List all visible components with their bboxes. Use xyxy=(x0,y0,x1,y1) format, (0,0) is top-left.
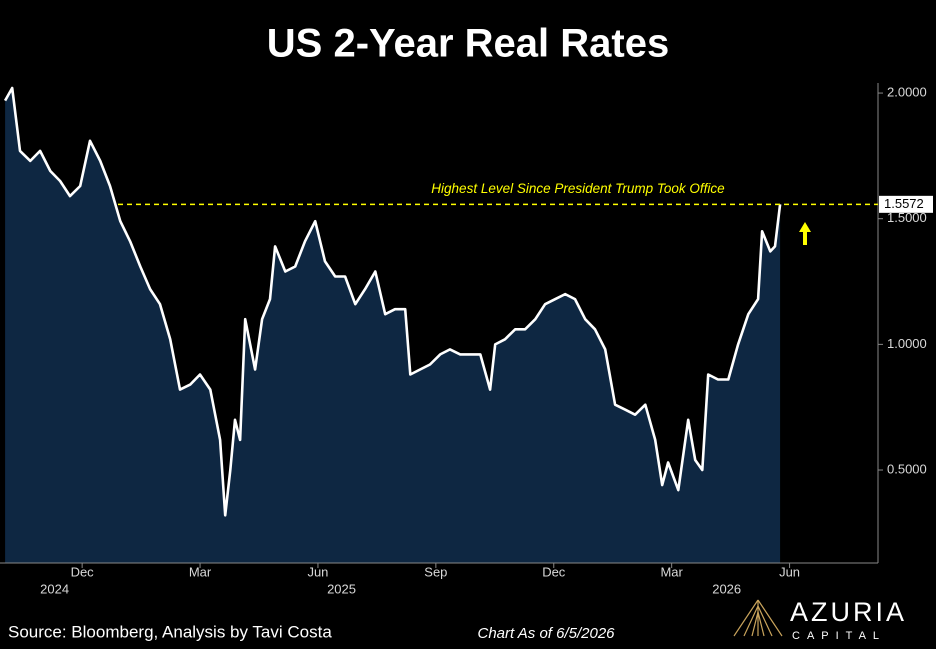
x-tick-label: Jun xyxy=(307,564,328,579)
year-label: 2024 xyxy=(40,581,69,596)
x-tick-label: Mar xyxy=(189,564,212,579)
y-tick-label: 0.5000 xyxy=(887,461,927,476)
x-tick-label: Jun xyxy=(779,564,800,579)
line xyxy=(3,86,782,517)
logo-icon xyxy=(733,599,783,637)
arrow xyxy=(799,222,811,245)
reference-label: Highest Level Since President Trump Took… xyxy=(431,181,724,196)
brand-name: AZURIA xyxy=(790,597,907,627)
x-tick-label: Dec xyxy=(542,564,566,579)
area xyxy=(5,88,781,563)
y-tick-label: 1.0000 xyxy=(887,336,927,351)
x-tick-label: Mar xyxy=(660,564,683,579)
y-tick-label: 2.0000 xyxy=(887,84,927,99)
source: Source: Bloomberg, Analysis by Tavi Cost… xyxy=(8,622,332,641)
y-tick-label: 1.5000 xyxy=(887,210,927,225)
chart-title: US 2-Year Real Rates xyxy=(267,22,669,66)
note: Chart As of 6/5/2026 xyxy=(477,625,615,642)
brand-tagline: CAPITAL xyxy=(792,630,886,642)
x-tick-label: Dec xyxy=(71,564,95,579)
x-tick-label: Sep xyxy=(424,564,447,579)
value-box-label: 1.5572 xyxy=(884,196,924,211)
value-box xyxy=(879,195,933,213)
year-label: 2026 xyxy=(712,581,741,596)
year-label: 2025 xyxy=(327,581,356,596)
